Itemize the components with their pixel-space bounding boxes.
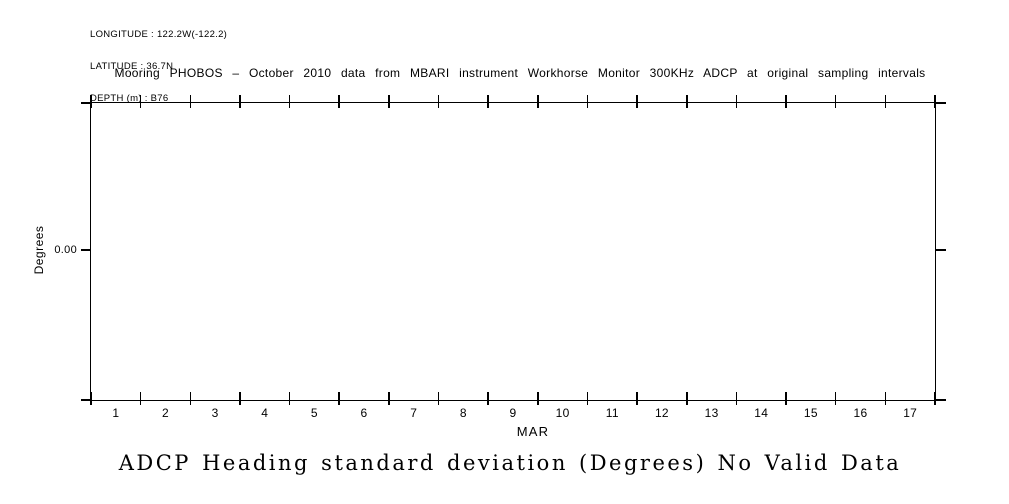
x-tick-mark-top bbox=[735, 95, 738, 108]
x-tick-mark-top bbox=[636, 95, 638, 108]
x-tick-mark-top bbox=[686, 95, 688, 108]
y-tick-label: 0.00 bbox=[54, 243, 77, 256]
x-tick-mark-top bbox=[437, 95, 440, 108]
x-tick-mark-bottom bbox=[189, 392, 192, 405]
x-tick-mark-top bbox=[834, 95, 837, 108]
y-tick-mark-left bbox=[80, 102, 91, 104]
x-axis-title: MAR bbox=[516, 424, 550, 439]
chart-caption: ADCP Heading standard deviation (Degrees… bbox=[118, 451, 902, 475]
x-tick-mark-bottom bbox=[388, 392, 390, 405]
y-tick-mark-right bbox=[935, 249, 946, 251]
x-tick-mark-bottom bbox=[636, 392, 638, 405]
x-tick-mark-bottom bbox=[288, 392, 291, 405]
x-tick-label: 2 bbox=[161, 406, 169, 420]
x-tick-mark-top bbox=[487, 95, 489, 108]
x-tick-mark-bottom bbox=[785, 392, 787, 405]
y-tick-mark-left bbox=[80, 249, 91, 251]
x-tick-mark-bottom bbox=[90, 392, 92, 405]
y-tick-mark-right bbox=[935, 102, 946, 104]
x-tick-mark-bottom bbox=[586, 392, 589, 405]
x-tick-mark-top bbox=[239, 95, 241, 108]
x-tick-label: 9 bbox=[509, 406, 517, 420]
x-tick-label: 14 bbox=[754, 406, 769, 420]
metadata-depth: DEPTH (m) : B76 bbox=[90, 92, 169, 104]
y-tick-mark-left bbox=[80, 399, 91, 401]
x-tick-mark-top bbox=[90, 95, 92, 108]
x-tick-mark-top bbox=[139, 95, 142, 108]
x-tick-mark-bottom bbox=[139, 392, 142, 405]
y-tick-mark-right bbox=[935, 399, 946, 401]
metadata-longitude: LONGITUDE : 122.2W(-122.2) bbox=[90, 29, 228, 41]
x-tick-mark-top bbox=[388, 95, 390, 108]
plot-area bbox=[90, 102, 936, 401]
x-tick-mark-top bbox=[338, 95, 340, 108]
x-tick-mark-bottom bbox=[735, 392, 738, 405]
x-tick-label: 5 bbox=[310, 406, 318, 420]
chart-title: Mooring PHOBOS – October 2010 data from … bbox=[114, 66, 926, 80]
x-tick-mark-bottom bbox=[239, 392, 241, 405]
x-tick-mark-bottom bbox=[437, 392, 440, 405]
x-tick-label: 12 bbox=[654, 406, 669, 420]
x-tick-mark-top bbox=[934, 95, 936, 108]
x-tick-mark-bottom bbox=[537, 392, 539, 405]
x-tick-label: 15 bbox=[803, 406, 818, 420]
x-tick-label: 17 bbox=[903, 406, 918, 420]
metadata-latitude: LATITUDE : 36.7N bbox=[90, 60, 174, 72]
x-tick-mark-bottom bbox=[686, 392, 688, 405]
x-tick-mark-top bbox=[586, 95, 589, 108]
x-tick-mark-bottom bbox=[834, 392, 837, 405]
x-tick-mark-bottom bbox=[884, 392, 887, 405]
x-tick-label: 3 bbox=[211, 406, 219, 420]
x-tick-label: 10 bbox=[555, 406, 570, 420]
x-tick-label: 11 bbox=[605, 406, 619, 420]
x-tick-label: 6 bbox=[360, 406, 368, 420]
x-tick-label: 16 bbox=[853, 406, 868, 420]
x-tick-mark-top bbox=[785, 95, 787, 108]
x-tick-mark-top bbox=[884, 95, 887, 108]
x-tick-label: 1 bbox=[112, 406, 120, 420]
x-tick-mark-bottom bbox=[934, 392, 936, 405]
x-tick-label: 8 bbox=[459, 406, 467, 420]
x-tick-mark-top bbox=[288, 95, 291, 108]
x-tick-mark-top bbox=[189, 95, 192, 108]
x-tick-label: 4 bbox=[261, 406, 269, 420]
x-tick-mark-bottom bbox=[487, 392, 489, 405]
x-tick-mark-bottom bbox=[338, 392, 340, 405]
x-tick-mark-top bbox=[537, 95, 539, 108]
x-tick-label: 7 bbox=[410, 406, 418, 420]
x-tick-label: 13 bbox=[704, 406, 719, 420]
